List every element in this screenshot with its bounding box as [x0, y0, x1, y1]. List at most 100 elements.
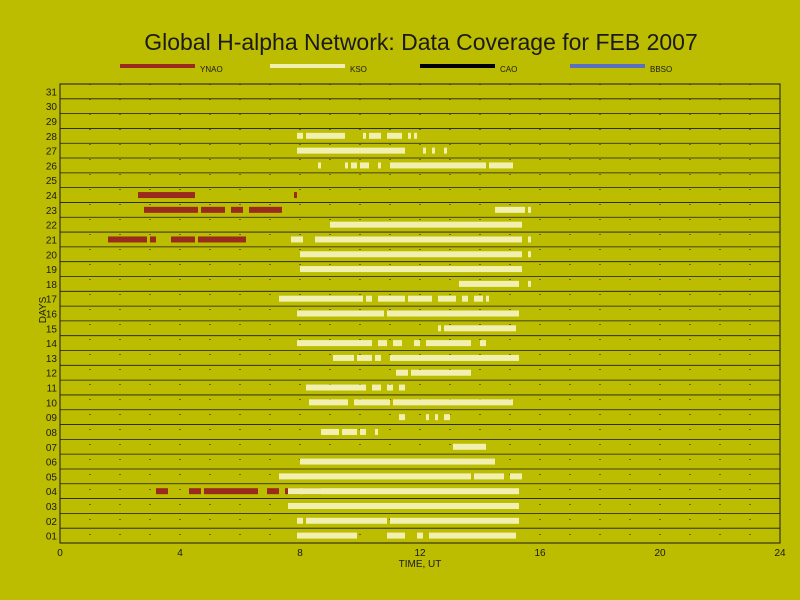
y-tick-label: 07	[46, 443, 58, 454]
grid	[60, 84, 780, 543]
coverage-bar-kso	[510, 473, 522, 480]
legend: YNAO KSO CAO BBSO	[120, 64, 672, 74]
coverage-bar-kso	[378, 295, 405, 302]
y-tick-label: 08	[46, 428, 58, 439]
coverage-bar-kso	[432, 147, 435, 154]
coverage-bar-kso	[528, 280, 531, 287]
y-tick-label: 06	[46, 458, 58, 469]
coverage-bar-kso	[423, 147, 426, 154]
coverage-bar-kso	[297, 310, 384, 317]
coverage-bar-kso	[387, 384, 393, 391]
coverage-bar-kso	[372, 384, 381, 391]
coverage-bar-kso	[300, 251, 522, 258]
coverage-bar-kso	[408, 132, 411, 139]
coverage-bar-ynao	[156, 488, 168, 495]
coverage-bar-kso	[309, 399, 348, 406]
y-tick-label: 21	[46, 235, 58, 246]
y-tick-label: 17	[46, 295, 58, 306]
coverage-bar-kso	[288, 488, 519, 495]
coverage-bar-kso	[417, 532, 423, 539]
coverage-bar-kso	[297, 147, 405, 154]
y-tick-label: 28	[46, 132, 58, 143]
coverage-bar-ynao	[267, 488, 279, 495]
y-tick-label: 05	[46, 472, 58, 483]
legend-label-bbso: BBSO	[650, 65, 672, 74]
coverage-bar-kso	[444, 147, 447, 154]
coverage-bar-ynao	[231, 206, 243, 213]
y-tick-label: 03	[46, 502, 58, 513]
coverage-bar-kso	[306, 132, 345, 139]
coverage-bar-kso	[387, 532, 405, 539]
y-tick-label: 16	[46, 310, 58, 321]
y-tick-label: 22	[46, 221, 58, 232]
x-axis-label: TIME, UT	[399, 559, 442, 570]
coverage-bar-kso	[414, 132, 417, 139]
coverage-bar-kso	[387, 132, 402, 139]
coverage-bar-ynao	[171, 236, 195, 243]
coverage-bar-kso	[489, 162, 513, 169]
coverage-bar-kso	[333, 354, 354, 361]
coverage-bar-kso	[393, 399, 513, 406]
coverage-bar-kso	[378, 162, 381, 169]
coverage-bar-kso	[414, 340, 420, 347]
coverage-bar-kso	[399, 384, 405, 391]
coverage-bar-kso	[390, 517, 519, 524]
coverage-bar-kso	[429, 532, 516, 539]
coverage-bar-kso	[300, 458, 495, 465]
coverage-bar-kso	[486, 295, 489, 302]
coverage-bar-kso	[297, 532, 357, 539]
coverage-bar-kso	[297, 517, 303, 524]
coverage-bar-kso	[369, 132, 381, 139]
coverage-bar-kso	[399, 414, 405, 421]
legend-label-cao: CAO	[500, 65, 517, 74]
coverage-bar-kso	[366, 295, 372, 302]
coverage-bar-kso	[390, 162, 486, 169]
y-tick-label: 26	[46, 161, 58, 172]
y-tick-label: 27	[46, 147, 58, 158]
coverage-bar-kso	[528, 236, 531, 243]
x-tick-label: 4	[177, 548, 183, 559]
y-tick-label: 31	[46, 87, 58, 98]
coverage-bar-kso	[387, 310, 519, 317]
coverage-bar-kso	[288, 502, 519, 509]
coverage-bar-kso	[378, 340, 387, 347]
coverage-bar-ynao	[294, 192, 297, 199]
coverage-bar-kso	[426, 340, 471, 347]
coverage-bar-kso	[528, 251, 531, 258]
y-tick-label: 19	[46, 265, 58, 276]
coverage-bar-kso	[435, 414, 438, 421]
coverage-bar-kso	[315, 236, 522, 243]
coverage-bar-kso	[297, 340, 372, 347]
coverage-bar-kso	[444, 414, 450, 421]
coverage-bar-kso	[306, 384, 366, 391]
coverage-bar-kso	[444, 325, 516, 332]
coverage-bar-kso	[426, 414, 429, 421]
coverage-bar-ynao	[249, 206, 282, 213]
coverage-bar-kso	[345, 162, 348, 169]
coverage-bar-kso	[462, 295, 468, 302]
y-tick-label: 15	[46, 324, 58, 335]
coverage-bar-ynao	[198, 236, 246, 243]
coverage-bar-kso	[360, 162, 369, 169]
coverage-bar-ynao	[204, 488, 258, 495]
coverage-bar-kso	[393, 340, 402, 347]
coverage-bar-kso	[459, 280, 519, 287]
coverage-bar-kso	[351, 162, 357, 169]
coverage-bars	[108, 132, 531, 539]
coverage-bar-ynao	[201, 206, 225, 213]
y-tick-label: 24	[46, 191, 58, 202]
coverage-bar-kso	[396, 369, 408, 376]
coverage-bar-kso	[474, 295, 483, 302]
coverage-bar-kso	[438, 295, 456, 302]
y-tick-label: 13	[46, 354, 58, 365]
coverage-bar-kso	[363, 132, 366, 139]
y-tick-label: 25	[46, 176, 58, 187]
coverage-bar-kso	[411, 369, 471, 376]
y-tick-label: 14	[46, 339, 58, 350]
coverage-bar-ynao	[189, 488, 201, 495]
legend-swatch-ynao	[120, 64, 195, 68]
coverage-bar-kso	[390, 354, 519, 361]
coverage-bar-kso	[375, 354, 381, 361]
y-tick-label: 10	[46, 398, 58, 409]
